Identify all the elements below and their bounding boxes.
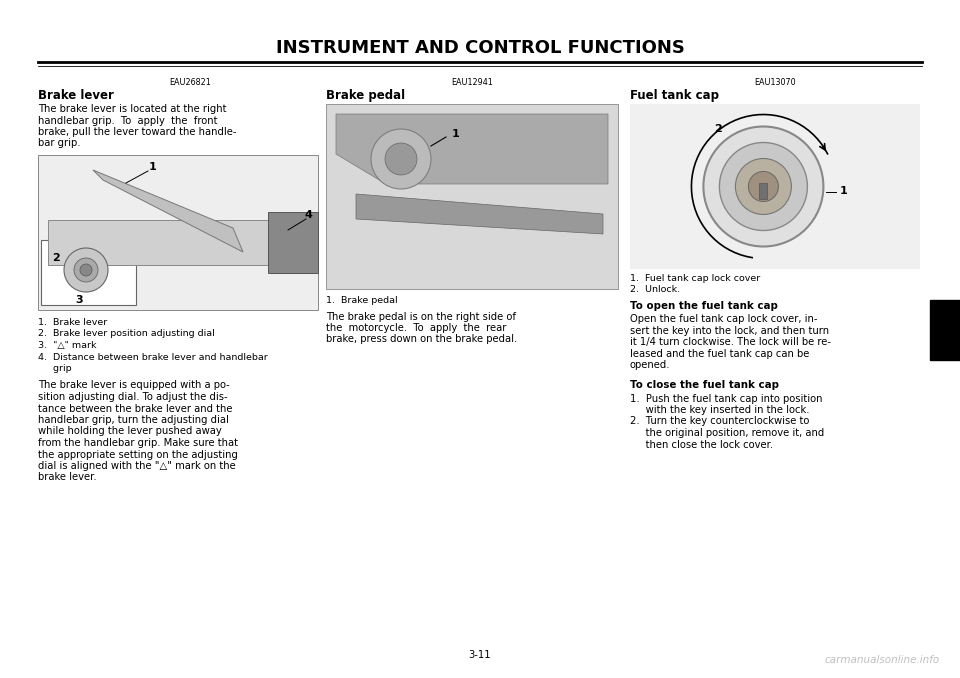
- Circle shape: [719, 142, 807, 231]
- Text: 3: 3: [75, 295, 83, 305]
- Text: handlebar grip.  To  apply  the  front: handlebar grip. To apply the front: [38, 115, 218, 125]
- Text: The brake lever is equipped with a po-: The brake lever is equipped with a po-: [38, 380, 229, 391]
- Text: 3-11: 3-11: [468, 650, 492, 660]
- Text: handlebar grip, turn the adjusting dial: handlebar grip, turn the adjusting dial: [38, 415, 228, 425]
- Text: Open the fuel tank cap lock cover, in-: Open the fuel tank cap lock cover, in-: [630, 315, 818, 325]
- Circle shape: [64, 248, 108, 292]
- Text: 2.  Brake lever position adjusting dial: 2. Brake lever position adjusting dial: [38, 330, 215, 338]
- Text: from the handlebar grip. Make sure that: from the handlebar grip. Make sure that: [38, 438, 238, 448]
- Text: carmanualsonline.info: carmanualsonline.info: [825, 655, 940, 665]
- Text: 1: 1: [149, 162, 156, 172]
- Text: while holding the lever pushed away: while holding the lever pushed away: [38, 426, 222, 437]
- Bar: [630, 104, 920, 269]
- Text: Brake lever: Brake lever: [38, 89, 114, 102]
- Circle shape: [371, 129, 431, 189]
- Text: 1.  Brake pedal: 1. Brake pedal: [326, 296, 397, 305]
- Text: brake, pull the lever toward the handle-: brake, pull the lever toward the handle-: [38, 127, 236, 137]
- Polygon shape: [93, 170, 243, 252]
- Polygon shape: [356, 194, 603, 234]
- Text: 2: 2: [52, 253, 60, 263]
- Polygon shape: [336, 114, 608, 184]
- Bar: [326, 104, 618, 289]
- Text: grip: grip: [38, 364, 72, 373]
- Text: 2.  Unlock.: 2. Unlock.: [630, 285, 680, 294]
- Bar: [38, 155, 318, 310]
- Polygon shape: [268, 212, 318, 273]
- Text: 1: 1: [452, 129, 460, 139]
- Text: leased and the fuel tank cap can be: leased and the fuel tank cap can be: [630, 349, 809, 359]
- Text: EAU13070: EAU13070: [755, 78, 796, 87]
- Circle shape: [749, 172, 779, 201]
- Text: tance between the brake lever and the: tance between the brake lever and the: [38, 403, 232, 414]
- Circle shape: [735, 159, 791, 214]
- Text: Fuel tank cap: Fuel tank cap: [630, 89, 719, 102]
- Polygon shape: [48, 220, 313, 265]
- Text: then close the lock cover.: then close the lock cover.: [630, 439, 773, 450]
- Text: sert the key into the lock, and then turn: sert the key into the lock, and then tur…: [630, 326, 829, 336]
- Text: 1: 1: [840, 186, 848, 197]
- Text: opened.: opened.: [630, 361, 670, 370]
- Circle shape: [704, 127, 824, 247]
- Circle shape: [74, 258, 98, 282]
- Circle shape: [385, 143, 417, 175]
- Bar: [930, 300, 960, 360]
- Text: bar grip.: bar grip.: [38, 138, 81, 148]
- Text: EAU26821: EAU26821: [169, 78, 211, 87]
- Text: To open the fuel tank cap: To open the fuel tank cap: [630, 301, 778, 311]
- Bar: [759, 182, 767, 199]
- Text: it 1/4 turn clockwise. The lock will be re-: it 1/4 turn clockwise. The lock will be …: [630, 338, 831, 348]
- Text: dial is aligned with the "△" mark on the: dial is aligned with the "△" mark on the: [38, 461, 236, 471]
- Text: To close the fuel tank cap: To close the fuel tank cap: [630, 380, 779, 390]
- Text: INSTRUMENT AND CONTROL FUNCTIONS: INSTRUMENT AND CONTROL FUNCTIONS: [276, 39, 684, 57]
- Text: 1.  Push the fuel tank cap into position: 1. Push the fuel tank cap into position: [630, 393, 823, 403]
- Text: The brake lever is located at the right: The brake lever is located at the right: [38, 104, 227, 114]
- Text: the  motorcycle.  To  apply  the  rear: the motorcycle. To apply the rear: [326, 323, 506, 333]
- Text: brake lever.: brake lever.: [38, 473, 97, 483]
- Text: The brake pedal is on the right side of: The brake pedal is on the right side of: [326, 311, 516, 321]
- Text: the appropriate setting on the adjusting: the appropriate setting on the adjusting: [38, 450, 238, 460]
- Text: with the key inserted in the lock.: with the key inserted in the lock.: [630, 405, 809, 415]
- Text: 1.  Fuel tank cap lock cover: 1. Fuel tank cap lock cover: [630, 274, 760, 283]
- Text: Brake pedal: Brake pedal: [326, 89, 405, 102]
- Text: 2: 2: [714, 123, 722, 134]
- Text: 2.  Turn the key counterclockwise to: 2. Turn the key counterclockwise to: [630, 416, 809, 426]
- Text: the original position, remove it, and: the original position, remove it, and: [630, 428, 825, 438]
- Text: EAU12941: EAU12941: [451, 78, 492, 87]
- Text: brake, press down on the brake pedal.: brake, press down on the brake pedal.: [326, 334, 517, 344]
- Text: 4: 4: [304, 210, 312, 220]
- Text: 3: 3: [940, 323, 950, 338]
- Text: sition adjusting dial. To adjust the dis-: sition adjusting dial. To adjust the dis…: [38, 392, 228, 402]
- Text: 1.  Brake lever: 1. Brake lever: [38, 318, 108, 327]
- Text: 4.  Distance between brake lever and handlebar: 4. Distance between brake lever and hand…: [38, 353, 268, 361]
- Text: 3.  "△" mark: 3. "△" mark: [38, 341, 97, 350]
- Bar: [41, 240, 136, 305]
- Circle shape: [80, 264, 92, 276]
